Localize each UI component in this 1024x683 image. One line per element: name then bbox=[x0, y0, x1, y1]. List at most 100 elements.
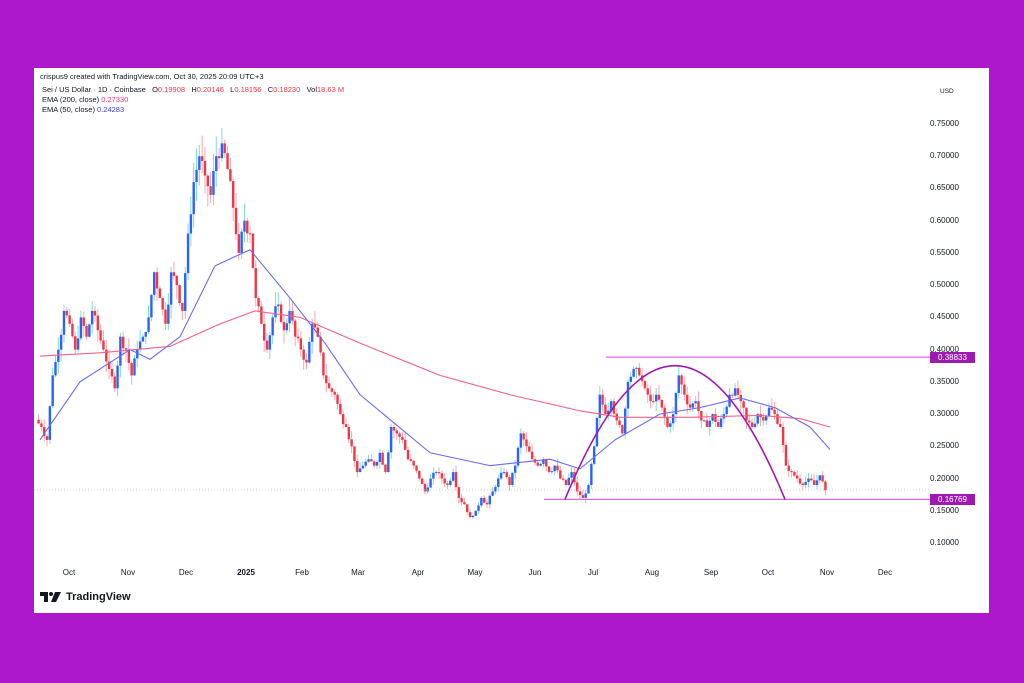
candle-body[interactable] bbox=[181, 302, 184, 311]
candle-body[interactable] bbox=[299, 338, 303, 350]
candle-body[interactable] bbox=[638, 367, 641, 376]
candle-body[interactable] bbox=[466, 504, 469, 513]
candle-body[interactable] bbox=[370, 459, 373, 462]
candle-body[interactable] bbox=[45, 436, 49, 440]
candle-body[interactable] bbox=[556, 465, 559, 471]
candle-body[interactable] bbox=[271, 317, 274, 336]
candle-body[interactable] bbox=[124, 348, 128, 350]
candle-body[interactable] bbox=[102, 340, 105, 350]
candle-body[interactable] bbox=[141, 336, 145, 342]
candle-body[interactable] bbox=[669, 423, 672, 427]
candle-body[interactable] bbox=[350, 439, 353, 447]
candle-body[interactable] bbox=[274, 306, 277, 318]
candle-body[interactable] bbox=[372, 461, 376, 466]
candle-body[interactable] bbox=[389, 426, 393, 453]
candle-body[interactable] bbox=[798, 478, 802, 484]
candle-body[interactable] bbox=[742, 401, 745, 408]
candle-body[interactable] bbox=[784, 444, 788, 466]
candle-body[interactable] bbox=[578, 491, 582, 496]
candle-body[interactable] bbox=[733, 388, 737, 396]
candle-body[interactable] bbox=[711, 414, 714, 421]
candle-body[interactable] bbox=[418, 470, 421, 479]
candle-body[interactable] bbox=[705, 420, 709, 427]
candle-body[interactable] bbox=[358, 468, 362, 473]
candle-body[interactable] bbox=[683, 384, 686, 395]
candle-body[interactable] bbox=[426, 487, 429, 492]
candle-body[interactable] bbox=[153, 272, 156, 295]
candle-body[interactable] bbox=[398, 433, 401, 437]
candle-body[interactable] bbox=[581, 495, 585, 498]
candle-body[interactable] bbox=[762, 417, 765, 421]
candle-body[interactable] bbox=[429, 478, 432, 488]
candle-body[interactable] bbox=[680, 375, 683, 385]
candle-body[interactable] bbox=[714, 414, 717, 423]
candle-body[interactable] bbox=[539, 463, 542, 466]
candle-body[interactable] bbox=[74, 336, 77, 350]
candle-body[interactable] bbox=[347, 426, 351, 440]
candle-body[interactable] bbox=[325, 375, 328, 384]
candle-body[interactable] bbox=[485, 502, 489, 505]
candle-body[interactable] bbox=[37, 419, 40, 424]
candle-body[interactable] bbox=[561, 478, 565, 480]
candle-body[interactable] bbox=[812, 480, 816, 485]
candle-body[interactable] bbox=[480, 497, 483, 506]
candle-body[interactable] bbox=[736, 388, 740, 395]
candle-body[interactable] bbox=[265, 340, 269, 350]
candle-body[interactable] bbox=[468, 512, 472, 518]
candle-body[interactable] bbox=[511, 472, 514, 485]
candle-body[interactable] bbox=[285, 323, 288, 331]
candle-body[interactable] bbox=[392, 426, 396, 431]
candle-body[interactable] bbox=[655, 394, 658, 402]
candle-body[interactable] bbox=[748, 420, 751, 423]
candle-body[interactable] bbox=[353, 446, 356, 462]
candle-body[interactable] bbox=[79, 317, 83, 339]
candle-body[interactable] bbox=[530, 451, 534, 460]
candle-body[interactable] bbox=[497, 478, 500, 487]
candle-body[interactable] bbox=[471, 515, 475, 518]
candle-body[interactable] bbox=[288, 310, 291, 324]
candle-body[interactable] bbox=[457, 487, 460, 498]
candle-body[interactable] bbox=[99, 330, 102, 341]
candle-body[interactable] bbox=[779, 423, 782, 427]
candle-body[interactable] bbox=[776, 414, 779, 424]
rounded-top-arc[interactable] bbox=[564, 364, 786, 500]
candle-body[interactable] bbox=[477, 505, 480, 511]
candle-body[interactable] bbox=[454, 472, 458, 488]
candle-body[interactable] bbox=[516, 447, 520, 466]
candle-body[interactable] bbox=[547, 466, 551, 473]
candle-body[interactable] bbox=[677, 375, 680, 393]
candle-body[interactable] bbox=[62, 310, 66, 335]
candle-body[interactable] bbox=[708, 420, 711, 427]
candle-body[interactable] bbox=[116, 365, 119, 389]
price-plot[interactable] bbox=[34, 68, 989, 613]
candle-body[interactable] bbox=[384, 464, 387, 473]
candle-body[interactable] bbox=[437, 472, 441, 474]
candle-body[interactable] bbox=[195, 169, 198, 183]
candle-body[interactable] bbox=[499, 472, 503, 479]
candle-body[interactable] bbox=[688, 404, 692, 408]
candle-body[interactable] bbox=[147, 317, 150, 332]
candle-body[interactable] bbox=[731, 394, 734, 396]
candle-body[interactable] bbox=[51, 375, 54, 407]
candle-body[interactable] bbox=[257, 298, 260, 307]
candle-body[interactable] bbox=[223, 143, 226, 154]
candle-body[interactable] bbox=[110, 368, 114, 377]
candle-body[interactable] bbox=[336, 394, 339, 404]
candle-body[interactable] bbox=[609, 401, 613, 411]
candle-body[interactable] bbox=[243, 220, 246, 232]
candle-body[interactable] bbox=[254, 267, 257, 299]
candle-body[interactable] bbox=[40, 423, 43, 427]
candle-body[interactable] bbox=[113, 376, 116, 389]
ema200-legend[interactable]: EMA (200, close) 0.27330 bbox=[42, 95, 129, 104]
candle-body[interactable] bbox=[68, 315, 71, 324]
candle-body[interactable] bbox=[234, 207, 238, 235]
candle-body[interactable] bbox=[65, 310, 68, 316]
candle-body[interactable] bbox=[313, 323, 317, 328]
candle-body[interactable] bbox=[807, 478, 810, 482]
candle-body[interactable] bbox=[333, 391, 336, 395]
candle-body[interactable] bbox=[144, 331, 147, 337]
candle-body[interactable] bbox=[567, 477, 570, 485]
candle-body[interactable] bbox=[231, 181, 235, 208]
candle-body[interactable] bbox=[505, 472, 508, 478]
candle-body[interactable] bbox=[508, 477, 511, 485]
